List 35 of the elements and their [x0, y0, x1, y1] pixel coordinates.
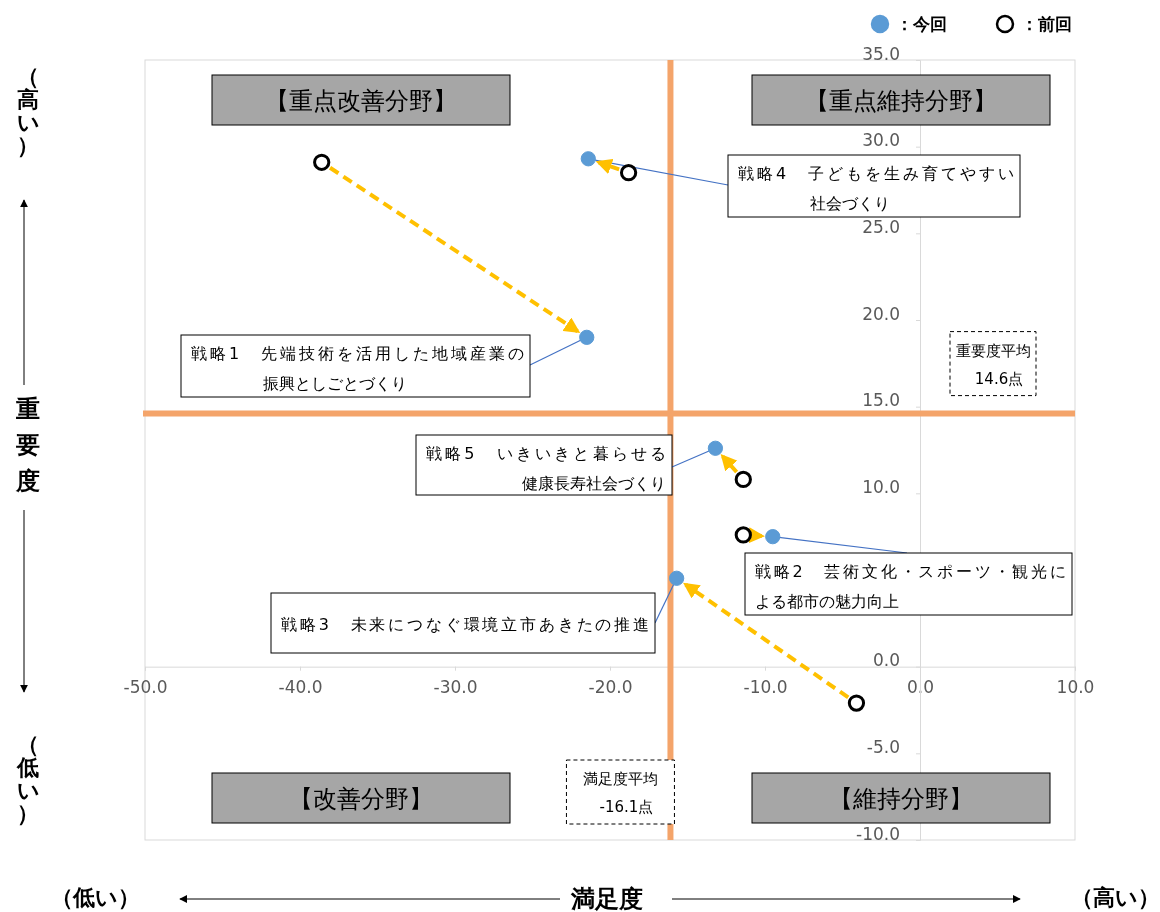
annotation: 戦略1 先端技術を活用した地域産業の振興としごとづくり [191, 344, 524, 393]
y-tick-label: 0.0 [872, 650, 900, 671]
annotation: 戦略2 芸術文化・スポーツ・観光による都市の魅力向上 [755, 562, 1066, 611]
x-tick-label: -30.0 [433, 676, 478, 697]
y-tick-label: 30.0 [862, 130, 900, 151]
x-tick-label: -20.0 [588, 676, 633, 697]
x-axis-title: 満足度 [570, 885, 643, 912]
text: （低い） [50, 885, 140, 910]
ref-line-label: 満足度平均 -16.1点 [582, 770, 658, 816]
y-tick-label: 35.0 [862, 43, 900, 64]
annotation: 戦略5 いきいきと暮らせる健康長寿社会づくり [426, 444, 666, 493]
ref-line-label: 重要度平均 14.6点 [955, 341, 1031, 388]
annotation: 【改善分野】 [289, 785, 433, 813]
annotation: 戦略4 子どもを生み育てやすい社会づくり [738, 164, 1014, 213]
y-tick-label: 20.0 [862, 303, 900, 324]
y-axis-title: 重要度 [15, 395, 40, 495]
legend-label: ：今回 [896, 14, 947, 34]
y-tick-label: -5.0 [866, 736, 900, 757]
y-tick-label: 15.0 [862, 390, 900, 411]
annotation: 【重点改善分野】 [265, 87, 457, 115]
text: （高い） [1070, 885, 1160, 910]
x-tick-label: -40.0 [278, 676, 323, 697]
x-tick-label: -50.0 [123, 676, 168, 697]
x-tick-label: 10.0 [1056, 676, 1095, 697]
annotation: 【維持分野】 [829, 785, 973, 813]
text: （低い） [16, 732, 40, 826]
x-tick-label: -10.0 [743, 676, 788, 697]
x-tick-label: 0.0 [906, 676, 935, 697]
y-tick-label: -10.0 [856, 823, 900, 844]
annotation: 戦略3 未来につなぐ環境立市あきたの推進 [281, 615, 649, 634]
text: （高い） [16, 64, 40, 158]
y-tick-label: 25.0 [862, 216, 900, 237]
y-tick-label: 10.0 [862, 476, 900, 497]
annotation: 【重点維持分野】 [805, 87, 997, 115]
legend-label: ：前回 [1021, 14, 1072, 34]
